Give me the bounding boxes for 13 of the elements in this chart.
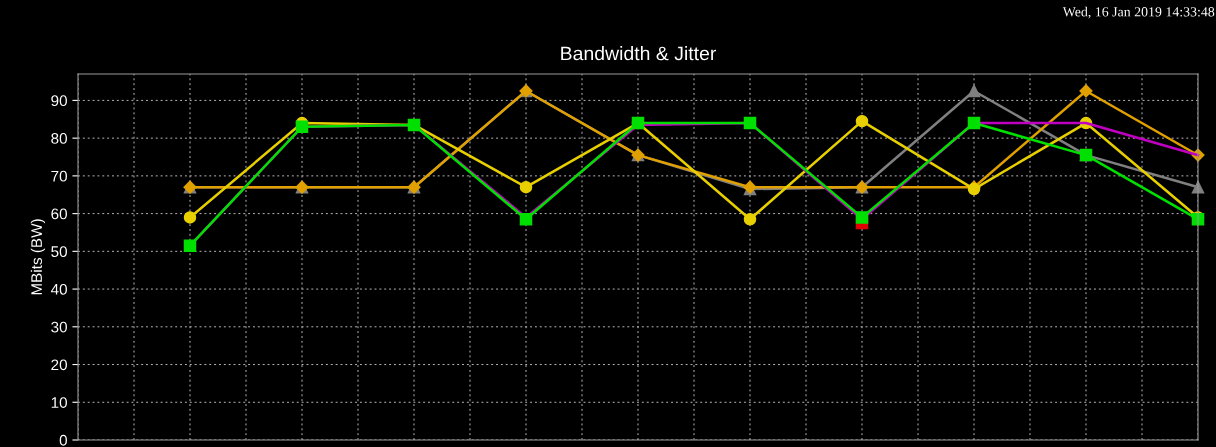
chart-title: Bandwidth & Jitter (561, 46, 717, 61)
y-tick-label: 50 (51, 246, 67, 258)
text: Wed, 16 Jan 2019 14:33:48 (1062, 6, 1215, 19)
y-tick-label: 0 (59, 434, 67, 446)
y-tick-label: 10 (51, 397, 67, 408)
y-tick-label: 60 (51, 208, 67, 220)
y-tick-label: 90 (51, 95, 67, 107)
y-tick-label: 70 (51, 170, 67, 182)
y-tick-label: 80 (51, 133, 67, 144)
y-tick-label: 20 (51, 359, 67, 371)
y-tick-label: 30 (51, 321, 67, 333)
y-tick-label: 40 (50, 283, 67, 295)
y-axis-title: MBits (BW) (30, 219, 46, 295)
